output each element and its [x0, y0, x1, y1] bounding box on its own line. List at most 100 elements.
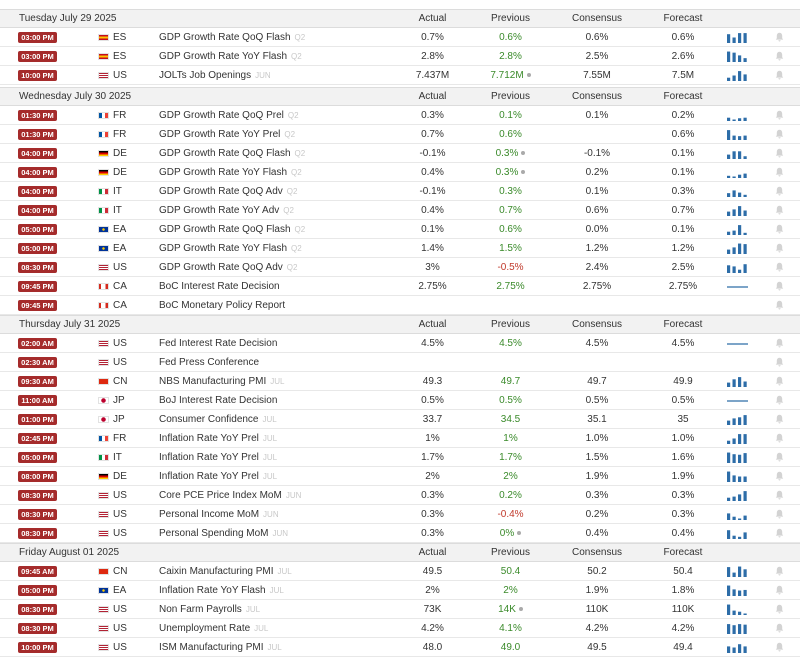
alert-toggle[interactable]	[773, 106, 785, 124]
event-name[interactable]: Fed Press Conference	[159, 353, 259, 371]
event-row[interactable]: 08:30 PM US Personal Income MoM JUN 0.3% -0.4…	[0, 505, 800, 524]
bell-icon[interactable]	[775, 357, 784, 367]
event-row[interactable]: 08:30 PM US Personal Spending MoM JUN 0.3% 0%…	[0, 524, 800, 543]
bell-icon[interactable]	[775, 148, 784, 158]
bell-icon[interactable]	[775, 433, 784, 443]
alert-toggle[interactable]	[773, 47, 785, 65]
event-name[interactable]: JOLTs Job Openings JUN	[159, 66, 271, 84]
event-title[interactable]: Personal Spending MoM	[159, 527, 269, 539]
bell-icon[interactable]	[775, 224, 784, 234]
event-row[interactable]: 04:00 PM DE GDP Growth Rate QoQ Flash Q2 -0.…	[0, 144, 800, 163]
event-title[interactable]: GDP Growth Rate YoY Flash	[159, 50, 288, 62]
event-title[interactable]: Inflation Rate YoY Prel	[159, 432, 259, 444]
event-title[interactable]: Caixin Manufacturing PMI	[159, 565, 274, 577]
event-name[interactable]: GDP Growth Rate YoY Prel Q2	[159, 125, 295, 143]
event-title[interactable]: GDP Growth Rate YoY Flash	[159, 242, 288, 254]
bell-icon[interactable]	[775, 205, 784, 215]
alert-toggle[interactable]	[773, 239, 785, 257]
alert-toggle[interactable]	[773, 581, 785, 599]
event-title[interactable]: GDP Growth Rate YoY Adv	[159, 204, 280, 216]
event-row[interactable]: 04:00 PM IT GDP Growth Rate QoQ Adv Q2 -0.1%…	[0, 182, 800, 201]
bell-icon[interactable]	[775, 51, 784, 61]
bell-icon[interactable]	[775, 338, 784, 348]
event-name[interactable]: GDP Growth Rate QoQ Flash Q2	[159, 144, 305, 162]
alert-toggle[interactable]	[773, 562, 785, 580]
event-name[interactable]: GDP Growth Rate QoQ Adv Q2	[159, 182, 297, 200]
bell-icon[interactable]	[775, 642, 784, 652]
alert-toggle[interactable]	[773, 182, 785, 200]
event-title[interactable]: JOLTs Job Openings	[159, 69, 252, 81]
event-row[interactable]: 09:30 AM CN NBS Manufacturing PMI JUL 49.3 49…	[0, 372, 800, 391]
event-name[interactable]: Core PCE Price Index MoM JUN	[159, 486, 301, 504]
event-title[interactable]: Core PCE Price Index MoM	[159, 489, 282, 501]
event-title[interactable]: Unemployment Rate	[159, 622, 251, 634]
event-row[interactable]: 10:00 PM US JOLTs Job Openings JUN 7.437M 7.7…	[0, 66, 800, 85]
event-row[interactable]: 03:00 PM ES GDP Growth Rate QoQ Flash Q2 0.7…	[0, 28, 800, 47]
event-name[interactable]: GDP Growth Rate QoQ Flash Q2	[159, 28, 305, 46]
event-title[interactable]: Inflation Rate YoY Prel	[159, 470, 259, 482]
event-row[interactable]: 02:00 AM US Fed Interest Rate Decision 4.5%…	[0, 334, 800, 353]
event-row[interactable]: 05:00 PM EA Inflation Rate YoY Flash JUL 2% 2…	[0, 581, 800, 600]
bell-icon[interactable]	[775, 243, 784, 253]
event-row[interactable]: 09:45 PM CA BoC Monetary Policy Report	[0, 296, 800, 315]
bell-icon[interactable]	[775, 167, 784, 177]
alert-toggle[interactable]	[773, 429, 785, 447]
event-name[interactable]: Unemployment Rate JUL	[159, 619, 268, 637]
bell-icon[interactable]	[775, 70, 784, 80]
event-name[interactable]: GDP Growth Rate QoQ Prel Q2	[159, 106, 299, 124]
bell-icon[interactable]	[775, 32, 784, 42]
alert-toggle[interactable]	[773, 296, 785, 314]
alert-toggle[interactable]	[773, 163, 785, 181]
event-name[interactable]: Consumer Confidence JUL	[159, 410, 277, 428]
event-title[interactable]: GDP Growth Rate QoQ Adv	[159, 261, 283, 273]
event-title[interactable]: BoC Interest Rate Decision	[159, 280, 280, 292]
event-name[interactable]: Non Farm Payrolls JUL	[159, 600, 260, 618]
event-name[interactable]: GDP Growth Rate QoQ Adv Q2	[159, 258, 297, 276]
event-title[interactable]: GDP Growth Rate QoQ Flash	[159, 147, 291, 159]
event-row[interactable]: 04:00 PM DE GDP Growth Rate YoY Flash Q2 0.4…	[0, 163, 800, 182]
bell-icon[interactable]	[775, 414, 784, 424]
event-row[interactable]: 08:30 PM US Core PCE Price Index MoM JUN 0.3…	[0, 486, 800, 505]
event-title[interactable]: NBS Manufacturing PMI	[159, 375, 267, 387]
event-row[interactable]: 08:30 PM US Non Farm Payrolls JUL 73K 14K 110K…	[0, 600, 800, 619]
bell-icon[interactable]	[775, 395, 784, 405]
event-name[interactable]: GDP Growth Rate YoY Flash Q2	[159, 47, 302, 65]
bell-icon[interactable]	[775, 528, 784, 538]
bell-icon[interactable]	[775, 566, 784, 576]
alert-toggle[interactable]	[773, 448, 785, 466]
alert-toggle[interactable]	[773, 125, 785, 143]
event-row[interactable]: 08:30 PM US GDP Growth Rate QoQ Adv Q2 3% -0.…	[0, 258, 800, 277]
event-row[interactable]: 05:00 PM EA GDP Growth Rate YoY Flash Q2 1.4…	[0, 239, 800, 258]
bell-icon[interactable]	[775, 186, 784, 196]
event-row[interactable]: 10:00 PM US ISM Manufacturing PMI JUL 48.0 49…	[0, 638, 800, 657]
alert-toggle[interactable]	[773, 505, 785, 523]
alert-toggle[interactable]	[773, 201, 785, 219]
event-row[interactable]: 01:30 PM FR GDP Growth Rate YoY Prel Q2 0.7%…	[0, 125, 800, 144]
event-title[interactable]: GDP Growth Rate YoY Flash	[159, 166, 288, 178]
event-title[interactable]: BoJ Interest Rate Decision	[159, 394, 278, 406]
event-name[interactable]: BoC Interest Rate Decision	[159, 277, 280, 295]
event-name[interactable]: GDP Growth Rate YoY Flash Q2	[159, 239, 302, 257]
bell-icon[interactable]	[775, 509, 784, 519]
event-title[interactable]: GDP Growth Rate QoQ Flash	[159, 31, 291, 43]
event-title[interactable]: GDP Growth Rate QoQ Flash	[159, 223, 291, 235]
bell-icon[interactable]	[775, 604, 784, 614]
event-row[interactable]: 04:00 PM IT GDP Growth Rate YoY Adv Q2 0.4% 0…	[0, 201, 800, 220]
bell-icon[interactable]	[775, 262, 784, 272]
event-title[interactable]: Fed Interest Rate Decision	[159, 337, 278, 349]
event-name[interactable]: GDP Growth Rate YoY Flash Q2	[159, 163, 302, 181]
event-row[interactable]: 02:30 AM US Fed Press Conference	[0, 353, 800, 372]
bell-icon[interactable]	[775, 110, 784, 120]
alert-toggle[interactable]	[773, 144, 785, 162]
event-row[interactable]: 05:00 PM IT Inflation Rate YoY Prel JUL 1.7%…	[0, 448, 800, 467]
event-name[interactable]: Inflation Rate YoY Prel JUL	[159, 448, 277, 466]
bell-icon[interactable]	[775, 490, 784, 500]
bell-icon[interactable]	[775, 129, 784, 139]
alert-toggle[interactable]	[773, 619, 785, 637]
event-title[interactable]: ISM Manufacturing PMI	[159, 641, 264, 653]
bell-icon[interactable]	[775, 585, 784, 595]
event-row[interactable]: 11:00 AM JP BoJ Interest Rate Decision 0.5%…	[0, 391, 800, 410]
alert-toggle[interactable]	[773, 220, 785, 238]
event-row[interactable]: 05:00 PM EA GDP Growth Rate QoQ Flash Q2 0.1…	[0, 220, 800, 239]
bell-icon[interactable]	[775, 452, 784, 462]
